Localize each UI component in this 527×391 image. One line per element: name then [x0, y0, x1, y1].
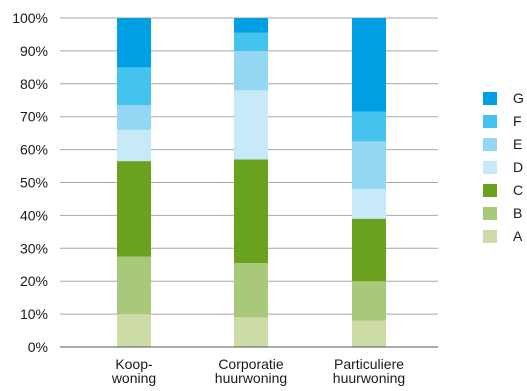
legend-swatch-d [483, 161, 497, 174]
y-tick-label: 70% [20, 109, 48, 125]
bar-segment-e [117, 105, 151, 130]
y-tick-label: 50% [20, 175, 48, 191]
y-tick-label: 40% [20, 207, 48, 223]
bar-segment-f [352, 111, 386, 142]
bar-segment-c [117, 161, 151, 257]
y-tick-label: 80% [20, 76, 48, 92]
bar-segment-g [117, 18, 151, 68]
legend-swatch-b [483, 207, 497, 220]
bar-segment-d [234, 90, 268, 160]
legend-swatch-f [483, 115, 497, 128]
category-label: huurwoning [333, 370, 405, 386]
bar-segment-c [234, 159, 268, 264]
category-label: Koop- [115, 356, 153, 372]
bar-segment-a [352, 320, 386, 347]
bar-segment-d [117, 129, 151, 162]
bar-segment-f [234, 32, 268, 51]
legend-label-b: B [513, 205, 522, 221]
y-tick-label: 30% [20, 240, 48, 256]
y-tick-label: 100% [12, 10, 48, 26]
bar-segment-a [117, 314, 151, 347]
bar-segment-a [234, 317, 268, 347]
bar-segment-b [234, 263, 268, 318]
legend-label-e: E [513, 136, 522, 152]
legend-label-a: A [513, 228, 523, 244]
category-label: huurwoning [215, 370, 287, 386]
legend-label-c: C [513, 182, 523, 198]
bar-segment-d [352, 189, 386, 219]
bar-segment-e [234, 50, 268, 91]
y-tick-label: 90% [20, 43, 48, 59]
legend-label-f: F [513, 113, 522, 129]
bar-segment-f [117, 67, 151, 106]
y-tick-label: 60% [20, 142, 48, 158]
category-label: woning [111, 370, 156, 386]
y-tick-label: 20% [20, 273, 48, 289]
bar-segment-g [234, 18, 268, 33]
legend-swatch-c [483, 184, 497, 197]
legend-label-g: G [513, 90, 524, 106]
category-label: Corporatie [218, 356, 284, 372]
legend-swatch-a [483, 230, 497, 243]
bar-segment-b [352, 281, 386, 321]
category-label: Particuliere [334, 356, 404, 372]
bar-segment-c [352, 218, 386, 282]
bar-segment-b [117, 256, 151, 315]
bar-segment-g [352, 18, 386, 112]
y-tick-label: 10% [20, 306, 48, 322]
y-axis-tick-labels: 0% 10% 20% 30% 40% 50% 60% 70% 80% 90% 100% [12, 10, 48, 355]
legend-label-d: D [513, 159, 523, 175]
legend-swatch-e [483, 138, 497, 151]
x-axis-category-labels: Koop-woningCorporatiehuurwoningParticuli… [111, 356, 405, 386]
bars [117, 18, 386, 347]
bar-segment-e [352, 141, 386, 190]
legend-swatch-g [483, 92, 497, 105]
y-tick-label: 0% [28, 339, 48, 355]
